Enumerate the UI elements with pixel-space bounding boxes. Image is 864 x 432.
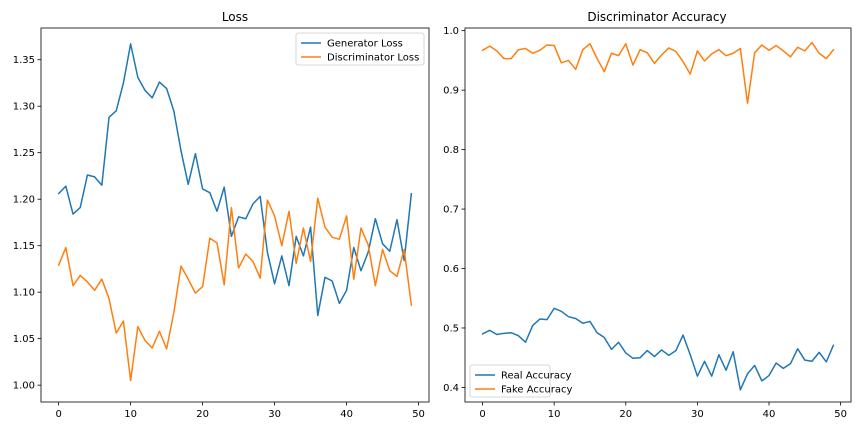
loss-chart-ticks: 0 10 20 30 40 50 1.00 1.05 1.10 1.15 1.20 1.25 1.30 1… [13,55,425,420]
accuracy-y-tick-label: 0.9 [443,86,459,97]
loss-y-tick-label: 1.30 [13,102,35,113]
loss-x-tick-label: 30 [268,409,281,420]
accuracy-y-tick-label: 0.5 [443,323,459,334]
accuracy-legend-label: Real Accuracy [501,371,571,382]
loss-y-tick-label: 1.20 [13,195,35,206]
loss-series-line-discriminator-loss [57,197,413,382]
accuracy-y-tick-label: 0.4 [443,383,459,394]
accuracy-chart-title: Discriminator Accuracy [587,10,726,24]
accuracy-series-line-real-accuracy [481,307,835,391]
loss-chart-title: Loss [222,10,248,24]
accuracy-x-tick-label: 20 [619,409,632,420]
loss-legend-box [295,32,425,66]
loss-y-tick-label: 1.25 [13,148,35,159]
loss-legend-label: Generator Loss [327,39,403,50]
loss-legend-label: Discriminator Loss [327,53,419,64]
accuracy-y-tick-label: 0.6 [443,264,459,275]
accuracy-chart-ticks: 0 10 20 30 40 50 0.4 0.5 0.6 0.7 0.8 0.9 1.0 [443,26,847,420]
loss-x-tick-label: 40 [340,409,353,420]
accuracy-x-tick-label: 40 [763,409,776,420]
loss-x-tick-label: 20 [196,409,209,420]
loss-y-tick-label: 1.35 [13,55,35,66]
accuracy-series-line-fake-accuracy [481,41,835,104]
accuracy-y-tick-label: 0.7 [443,205,459,216]
loss-x-tick-label: 50 [412,409,425,420]
loss-y-tick-label: 1.10 [13,288,35,299]
accuracy-x-tick-label: 30 [691,409,704,420]
loss-y-tick-label: 1.00 [13,381,35,392]
loss-x-tick-label: 0 [55,409,61,420]
accuracy-chart-frame [464,27,852,403]
loss-series-line-generator-loss [57,43,413,317]
loss-y-tick-label: 1.05 [13,334,35,345]
accuracy-chart: Discriminator Accuracy 0 10 20 30 40 50 0.4 0.5… [443,10,852,420]
loss-x-tick-label: 10 [124,409,137,420]
accuracy-y-tick-label: 0.8 [443,145,459,156]
accuracy-chart-lines [481,41,835,391]
accuracy-y-tick-label: 1.0 [443,26,459,37]
loss-chart-lines [57,43,413,382]
loss-chart-legend: Generator Loss Discriminator Loss [295,32,425,66]
accuracy-x-tick-label: 50 [834,409,847,420]
accuracy-legend-label: Fake Accuracy [501,385,572,396]
loss-chart-frame [40,27,430,403]
loss-chart: Loss 0 10 20 30 40 50 1.00 1.05 1.10 1.15 1.20 1.25… [13,10,430,420]
accuracy-x-tick-label: 10 [548,409,561,420]
accuracy-chart-legend: Real Accuracy Fake Accuracy [469,364,572,398]
accuracy-x-tick-label: 0 [479,409,485,420]
loss-y-tick-label: 1.15 [13,241,35,252]
